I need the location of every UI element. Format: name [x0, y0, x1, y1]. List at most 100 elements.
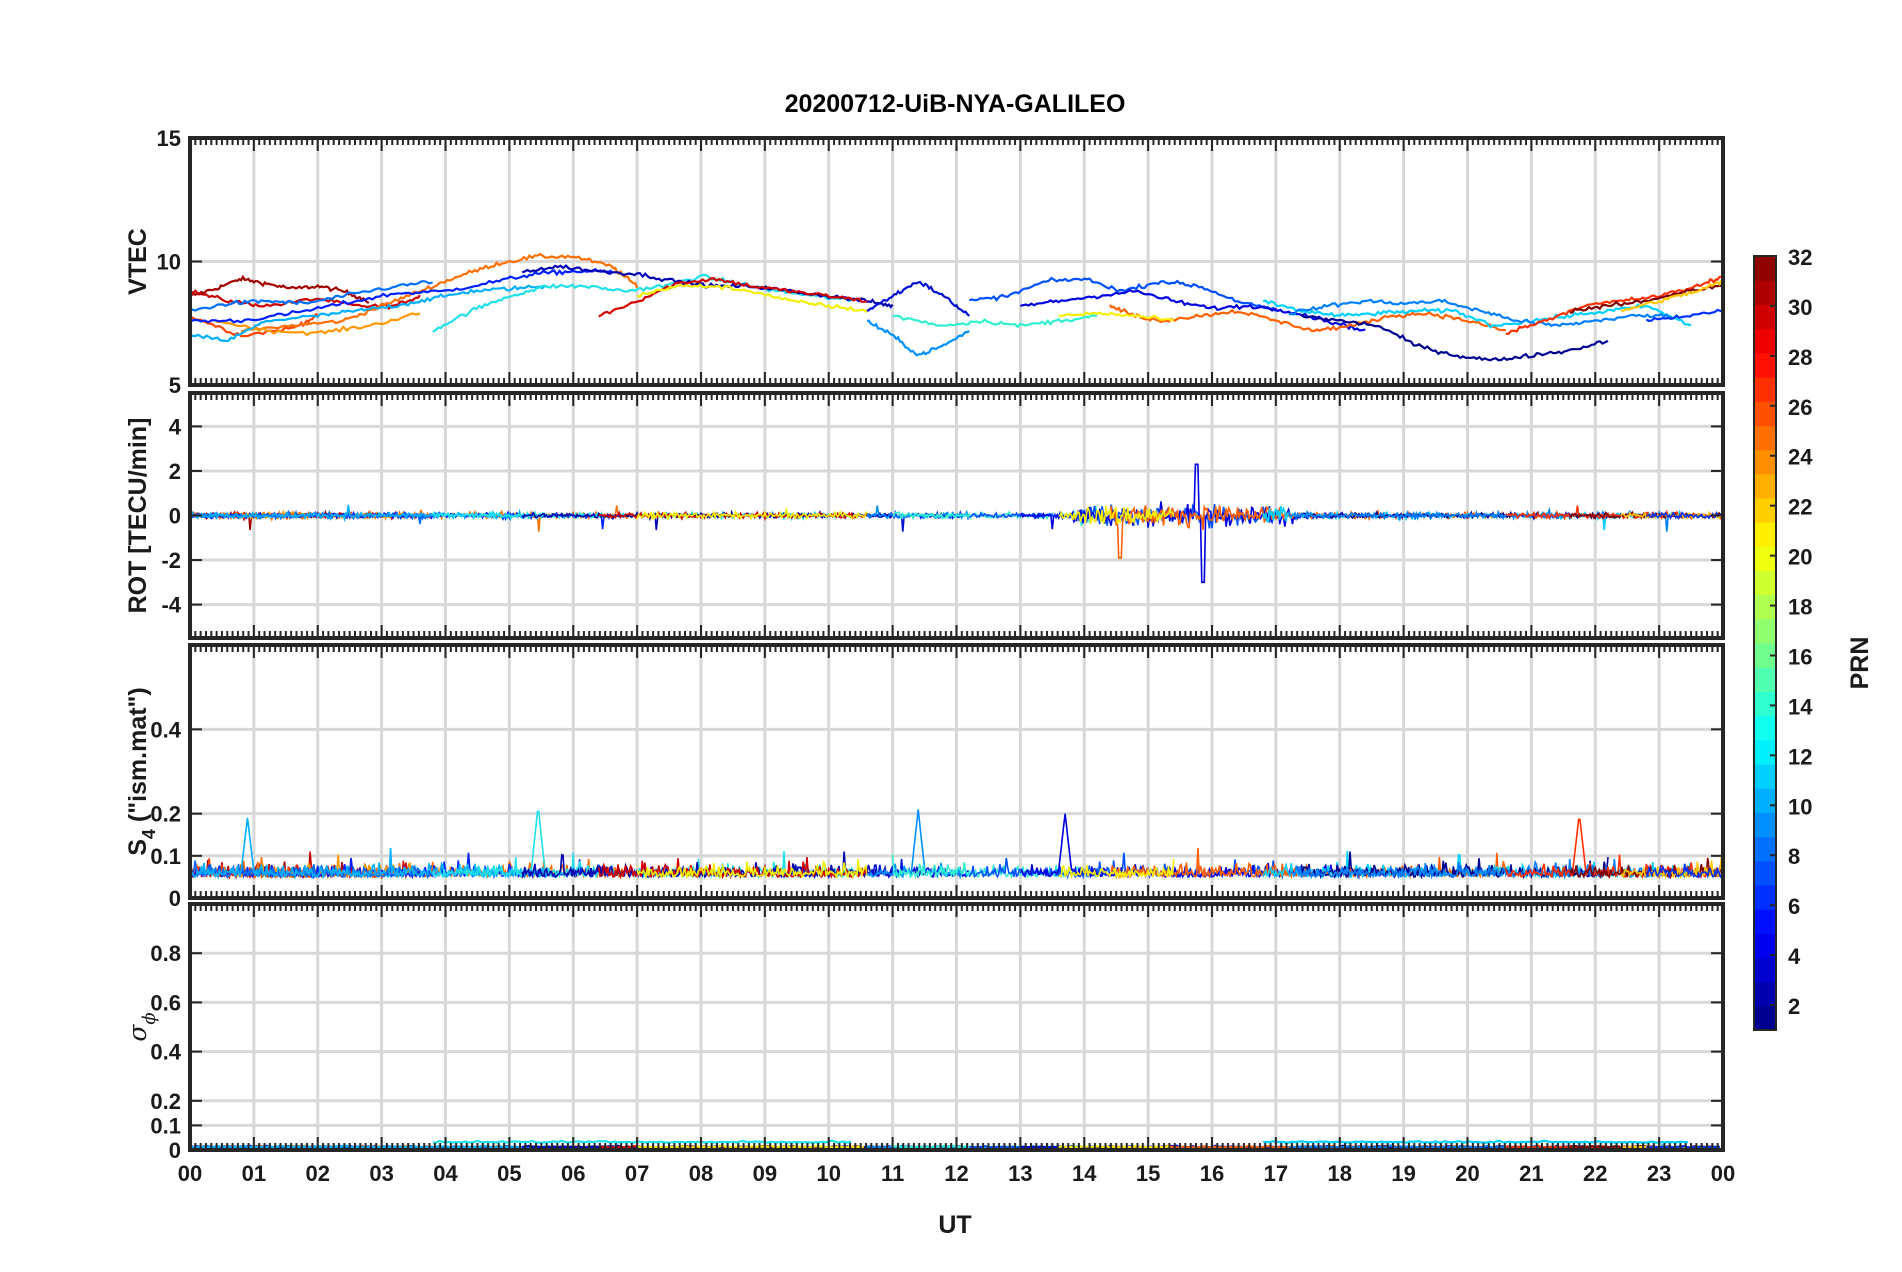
x-tick-label: 07 — [625, 1161, 649, 1186]
y-tick-label: 0 — [169, 504, 181, 529]
y-tick-label: 0.4 — [150, 1040, 181, 1065]
x-tick-label: 22 — [1583, 1161, 1607, 1186]
y-axis-title-s4: S4 ("ism.mat") — [124, 687, 159, 856]
series-line-prn-19 — [1058, 505, 1175, 526]
colorbar-step — [1754, 522, 1776, 547]
colorbar-step — [1754, 352, 1776, 378]
series-line-prn-12 — [1262, 299, 1692, 329]
colorbar-tick-label: 26 — [1788, 395, 1812, 420]
y-axis-title-sigma: σϕ — [123, 1012, 160, 1041]
x-tick-label: 02 — [306, 1161, 330, 1186]
colorbar-step — [1754, 304, 1776, 330]
colorbar-step — [1754, 715, 1776, 741]
colorbar-tick-label: 28 — [1788, 345, 1812, 370]
series-line-prn-11 — [190, 284, 549, 343]
colorbar-tick-label: 18 — [1788, 595, 1812, 620]
series-line-prn-8 — [190, 860, 433, 880]
series-line-prn-20 — [636, 506, 868, 521]
colorbar-step — [1754, 933, 1776, 959]
series-line-prn-29 — [598, 277, 868, 318]
x-minor-ticks — [189, 645, 1724, 899]
series-line-prn-20 — [636, 859, 868, 880]
colorbar-step — [1754, 860, 1776, 886]
colorbar-tick-label: 30 — [1788, 295, 1812, 320]
series-group — [190, 809, 1723, 880]
x-tick-label: 03 — [369, 1161, 393, 1186]
series-line-prn-32 — [1568, 857, 1723, 880]
colorbar-step — [1754, 1005, 1776, 1031]
colorbar-step — [1754, 884, 1776, 910]
colorbar-tick-label: 16 — [1788, 644, 1812, 669]
colorbar-step — [1754, 594, 1776, 620]
colorbar-tick-label: 10 — [1788, 794, 1812, 819]
colorbar-step — [1754, 763, 1776, 789]
colorbar-step — [1754, 788, 1776, 813]
x-tick-label: 05 — [497, 1161, 521, 1186]
grid — [190, 645, 1723, 898]
x-axis-title: UT — [938, 1211, 971, 1239]
y-tick-label: 0 — [169, 1138, 181, 1163]
y-tick-label: 0.6 — [150, 990, 181, 1015]
series-line-prn-21 — [1620, 279, 1723, 312]
series-line-prn-22 — [215, 312, 421, 337]
series-line-prn-24 — [1108, 304, 1506, 333]
colorbar-step — [1754, 256, 1776, 281]
colorbar-tick-label: 14 — [1788, 694, 1813, 719]
series-line-prn-8 — [190, 280, 433, 312]
series-line-prn-6 — [1645, 308, 1723, 323]
chart-title: 20200712-UiB-NYA-GALILEO — [785, 90, 1126, 118]
series-line-prn-21 — [1620, 852, 1723, 880]
colorbar-tick-label: 8 — [1788, 844, 1800, 869]
grid — [190, 138, 1723, 385]
x-tick-label: 06 — [561, 1161, 585, 1186]
series-line-prn-25 — [240, 252, 639, 333]
y-tick-label: 15 — [157, 126, 181, 151]
y-tick-label: -4 — [161, 593, 181, 618]
x-minor-ticks — [189, 137, 1724, 386]
y-tick-label: 0.2 — [150, 802, 181, 827]
series-line-prn-6 — [1646, 1144, 1720, 1149]
x-tick-label: 08 — [689, 1161, 713, 1186]
series-line-prn-9 — [1288, 858, 1673, 880]
colorbar-frame — [1753, 255, 1777, 1031]
x-minor-ticks — [189, 393, 1724, 638]
colorbar-tick-label: 22 — [1788, 495, 1812, 520]
colorbar-title: PRN — [1846, 637, 1874, 690]
colorbar-step — [1754, 376, 1776, 402]
series-line-prn-31 — [190, 274, 370, 304]
series-line-prn-26 — [1505, 274, 1723, 336]
panel-rot: -4 -2 0 2 4 ROT [TECU/min] — [124, 391, 1725, 640]
colorbar-step — [1754, 280, 1776, 305]
x-tick-label: 18 — [1328, 1161, 1352, 1186]
colorbar-tick-label: 32 — [1788, 245, 1812, 270]
series-line-prn-5 — [190, 267, 613, 324]
colorbar-step — [1754, 570, 1776, 596]
y-tick-label: 4 — [169, 414, 182, 439]
colorbar-tick-label: 24 — [1788, 445, 1813, 470]
colorbar-step — [1754, 643, 1776, 668]
series-line-prn-6 — [1645, 863, 1723, 880]
colorbar-step — [1754, 981, 1776, 1007]
series-line-prn-3 — [866, 280, 971, 317]
series-line-prn-10 — [867, 319, 970, 357]
colorbar-step — [1754, 401, 1776, 426]
colorbar-step — [1754, 497, 1776, 523]
series-line-prn-14 — [892, 314, 1098, 329]
x-tick-label: 15 — [1136, 1161, 1160, 1186]
x-tick-label: 09 — [753, 1161, 777, 1186]
colorbar-step — [1754, 909, 1776, 934]
panel-vtec: 5 10 15 VTEC — [124, 126, 1725, 398]
colorbar-step — [1754, 957, 1776, 983]
x-tick-label: 13 — [1008, 1161, 1032, 1186]
x-tick-label: 10 — [817, 1161, 841, 1186]
colorbar-step — [1754, 691, 1776, 717]
colorbar-tick-label: 2 — [1788, 994, 1800, 1019]
series-line-prn-30 — [190, 289, 421, 311]
y-axis-title-vtec: VTEC — [124, 228, 152, 295]
grid — [190, 904, 1723, 1150]
panel-sigma: 00.10.2 0.4 0.6 0.8 σϕ — [123, 902, 1725, 1163]
series-line-prn-6 — [1645, 510, 1723, 520]
series-line-prn-12 — [1263, 1139, 1688, 1144]
